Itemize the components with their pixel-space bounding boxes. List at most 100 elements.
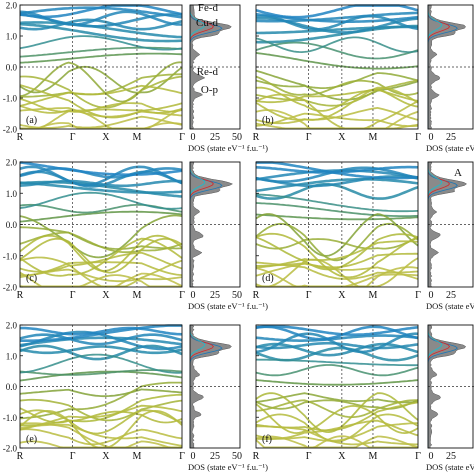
dos-axis-label: DOS (state eV⁻¹ f.u.⁻¹) [426,143,474,153]
dos-axes-frame [427,4,474,130]
band-line [19,10,183,26]
band-line [255,75,419,96]
bands-group [19,4,183,130]
kpath-label: Γ [306,451,312,462]
bands-group [19,161,183,288]
ytick-label: 1.0 [6,32,18,42]
ytick-label: 1.0 [6,189,18,199]
band-line [255,213,419,221]
band-line [19,388,183,398]
band-line [255,178,419,193]
dos-xtick-label: 0 [191,132,196,143]
band-line [255,222,419,262]
band-line [19,272,183,288]
kpath-label: M [133,451,142,462]
dos-xtick-label: 25 [446,132,456,143]
band-line [19,234,183,272]
ytick-label: 2.0 [6,158,18,168]
band-line [256,11,419,23]
dos-xtick-label: 25 [210,451,220,462]
ytick-label: -2.0 [3,125,18,135]
bands-group [19,324,183,449]
band-line [20,324,182,342]
band-line [19,381,183,420]
band-line [256,425,418,446]
band-line [255,342,419,357]
band-line [19,345,183,355]
kpath-label: X [338,451,346,462]
dos-xtick-label: 0 [191,451,196,462]
band-line [255,364,419,377]
band-line [256,161,419,180]
band-line [19,22,183,43]
band-line [19,407,183,424]
band-line [19,428,183,446]
dos-xtick-label: 0 [429,132,434,143]
band-line [19,21,183,39]
band-line [255,79,419,107]
band-line [255,261,419,280]
band-line [19,210,183,223]
ytick-label: -2.0 [3,444,18,454]
panel-label: (d) [262,273,274,284]
band-line [255,36,419,54]
dos-xtick-label: 25 [446,290,456,301]
kpath-label: R [253,290,260,301]
legend-cu-d: Cu-d [196,17,219,29]
band-line [19,344,183,361]
kpath-label: R [17,451,24,462]
band-line [19,191,183,210]
kpath-label: Γ [70,451,76,462]
band-line [255,236,419,250]
band-line [20,122,183,130]
dos-total [427,4,466,130]
dos-total [427,324,467,449]
kpath-label: X [102,451,110,462]
dos-total [427,161,468,288]
band-line [255,325,419,336]
legend-o-p: O-p [201,84,219,96]
bands-group [255,4,419,130]
panel-label: (f) [262,434,272,445]
band-line [19,336,183,347]
kpath-label: R [17,290,24,301]
band-line [19,237,183,274]
dos-axis-label: DOS (state eV⁻¹ f.u.⁻¹) [426,301,474,311]
dos-total [189,324,232,449]
dos-xtick-label: 0 [191,290,196,301]
dos-total [189,4,232,130]
band-line [19,440,182,449]
ytick-label: 0.0 [6,220,18,230]
band-line [255,358,418,367]
dos-xtick-label: 50 [232,290,242,301]
kpath-label: Γ [179,451,185,462]
band-line [255,213,419,257]
ytick-label: 2.0 [6,1,18,11]
ytick-label: 0.0 [6,63,18,73]
dos-axes-frame [427,161,474,288]
band-line [19,181,183,194]
band-line [255,112,419,127]
ytick-label: 0.0 [6,382,18,392]
band-line [255,233,419,271]
kpath-label: M [369,132,378,143]
dos-xtick-label: 50 [232,451,242,462]
band-line [19,422,182,449]
band-line [19,65,183,94]
kpath-label: Γ [306,290,312,301]
band-line [19,167,183,179]
legend: Fe-d Cu-d Re-d O-p [196,2,219,96]
kpath-label: X [102,132,110,143]
kpath-label: M [369,290,378,301]
panel-label: (a) [26,115,37,126]
band-line [255,332,419,354]
band-line [19,52,183,64]
